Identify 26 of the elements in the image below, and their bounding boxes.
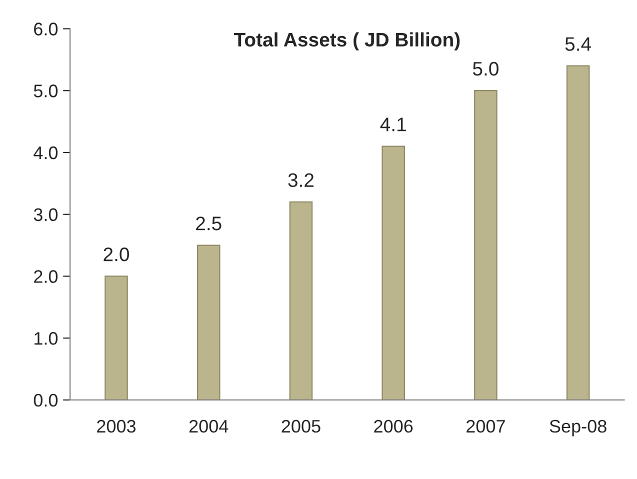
x-tick-label: 2006	[374, 420, 413, 433]
y-tick-label: 1.0	[34, 332, 58, 345]
chart-title: Total Assets ( JD Billion)	[234, 32, 460, 50]
bar	[289, 201, 313, 400]
bar	[196, 244, 220, 400]
bar	[566, 65, 590, 400]
y-tick-label: 5.0	[34, 84, 58, 98]
bar	[382, 146, 405, 400]
x-tick-label: 2003	[97, 420, 136, 433]
data-label: 2.0	[104, 248, 130, 262]
data-label: 5.4	[565, 37, 592, 51]
x-tick-label: Sep-08	[550, 420, 606, 436]
x-tick-label: 2005	[282, 420, 320, 433]
bar	[104, 276, 128, 400]
data-label: 5.0	[472, 62, 498, 76]
y-tick-label: 6.0	[34, 22, 58, 36]
y-tick-label: 4.0	[34, 146, 58, 160]
data-label: 4.1	[380, 118, 406, 132]
bar	[474, 90, 498, 400]
y-tick-label: 2.0	[34, 270, 58, 283]
y-tick-label: 3.0	[34, 208, 58, 222]
x-tick-label: 2004	[189, 420, 228, 433]
x-tick-label: 2007	[466, 420, 505, 433]
y-tick-label: 0.0	[34, 394, 58, 407]
data-label: 2.5	[196, 216, 222, 230]
data-label: 3.2	[288, 173, 314, 188]
